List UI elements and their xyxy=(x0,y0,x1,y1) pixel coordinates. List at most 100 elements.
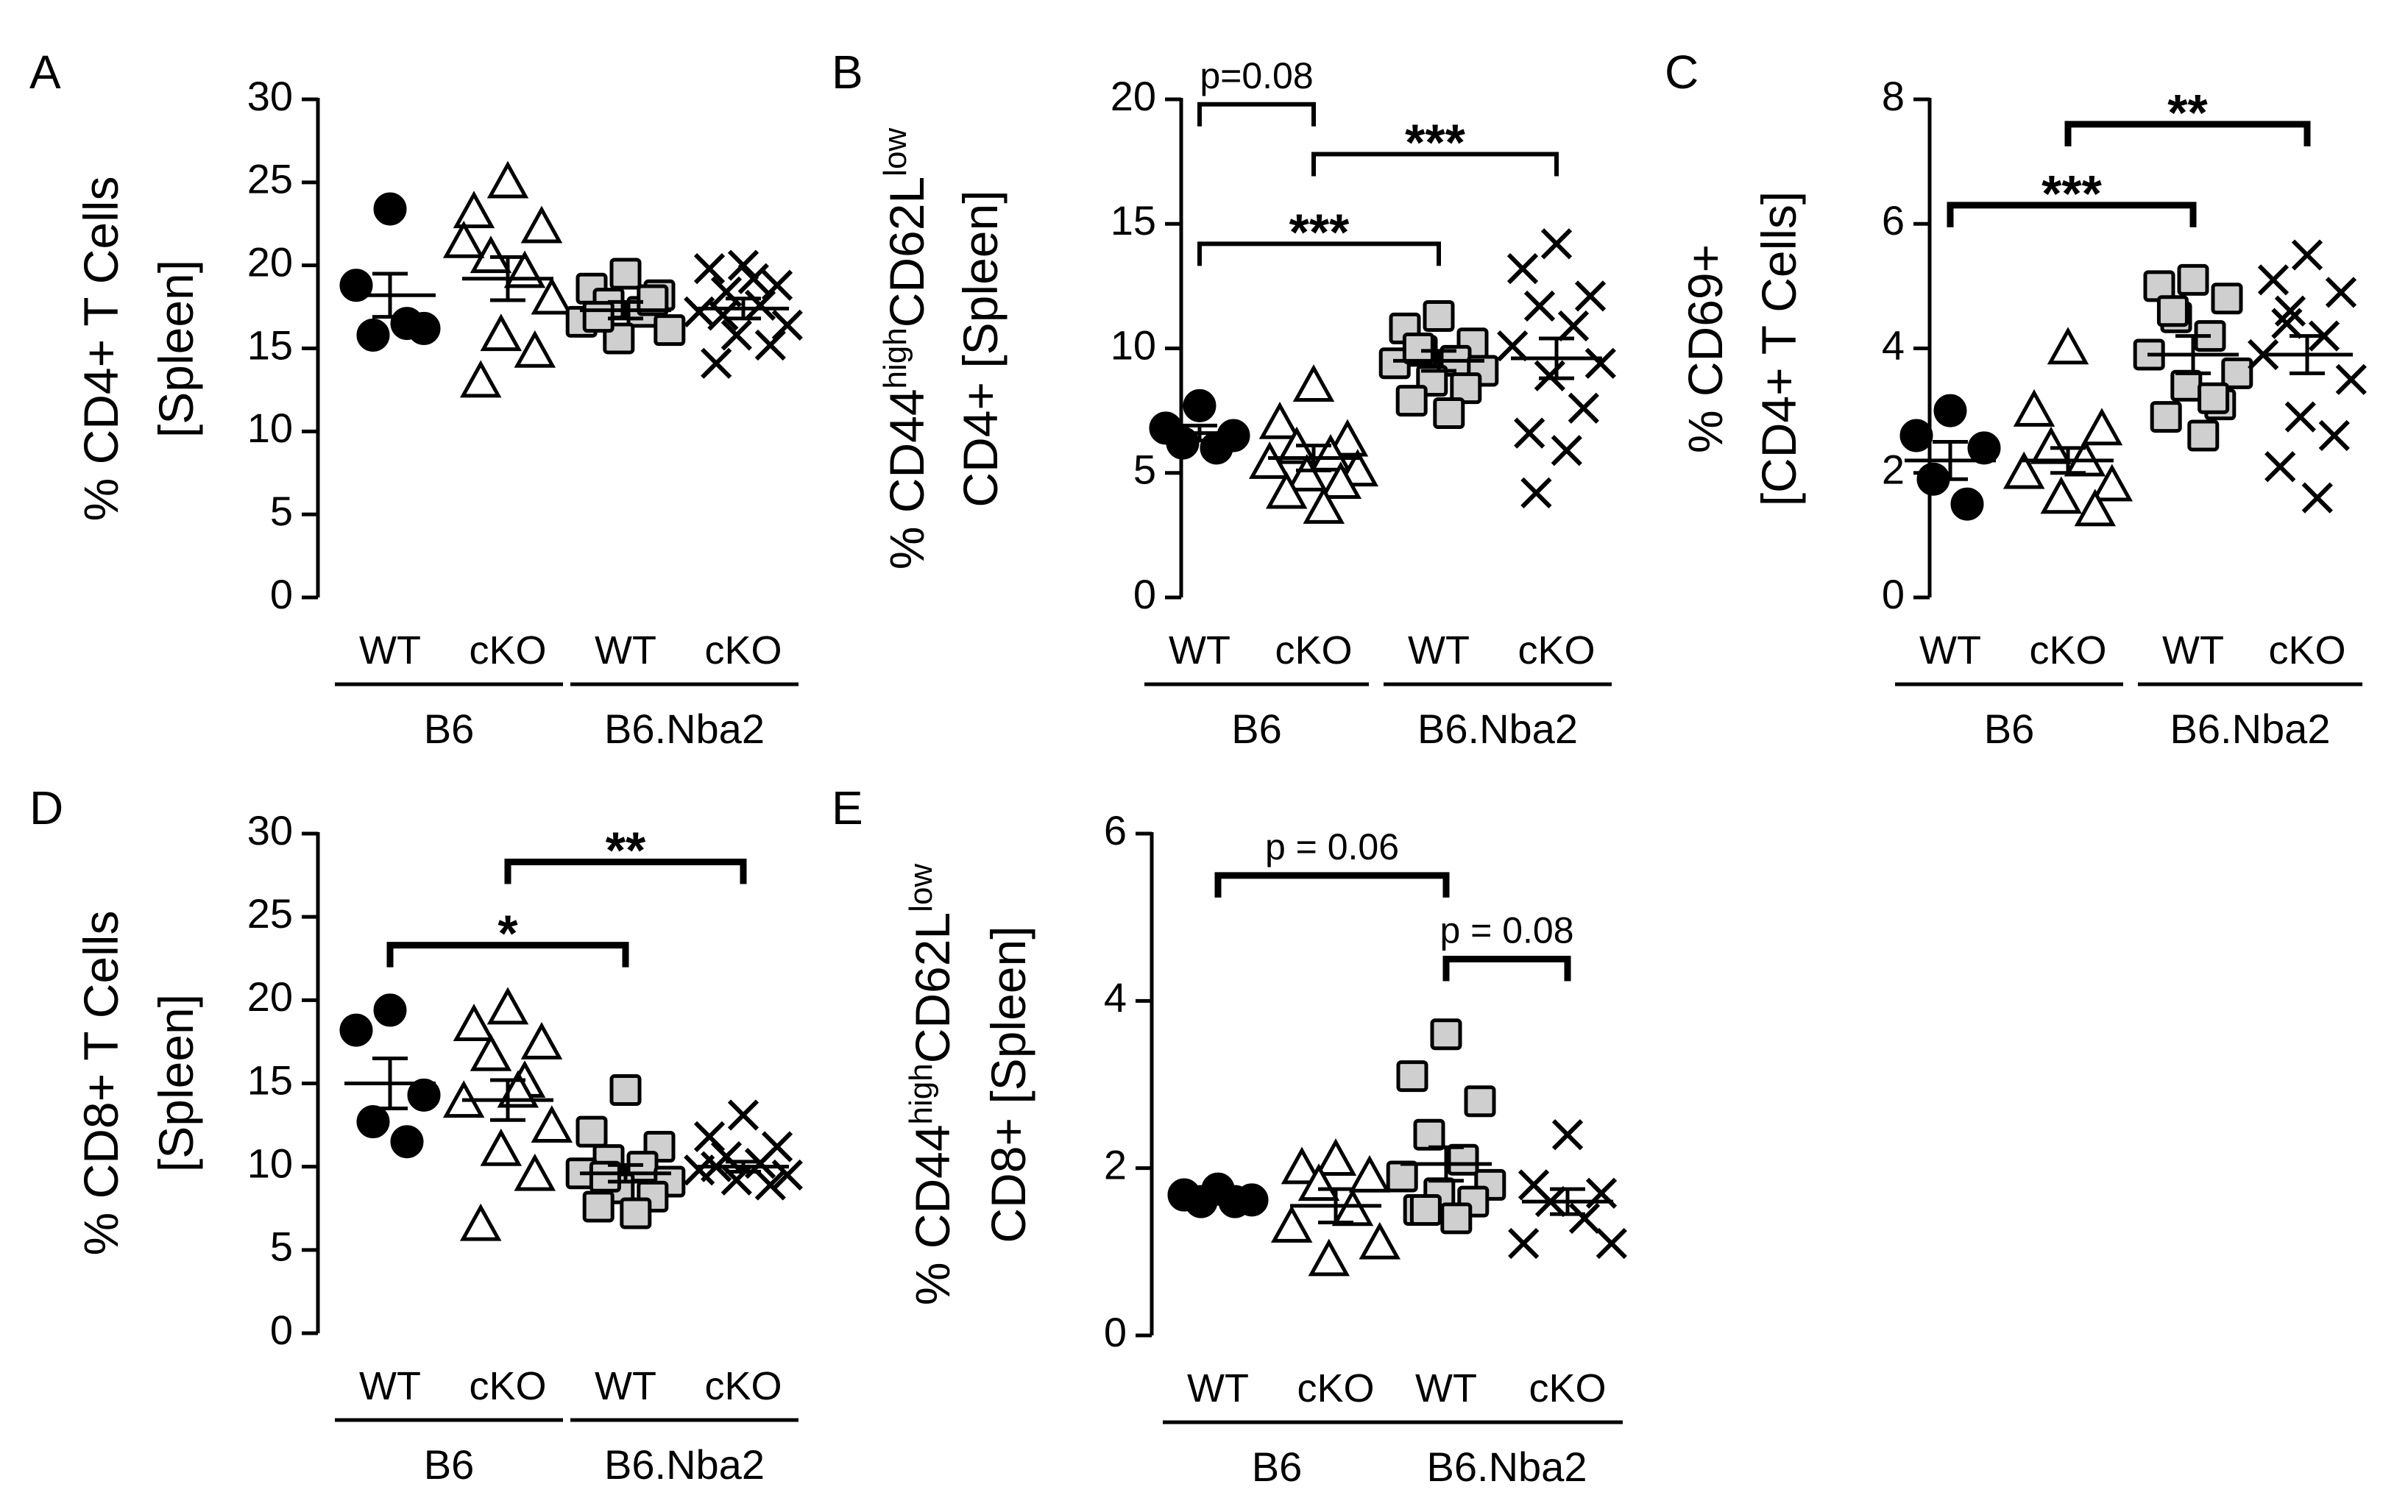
panel-letter: B xyxy=(832,46,863,99)
data-point xyxy=(1540,228,1573,260)
data-point xyxy=(407,1078,441,1112)
data-point xyxy=(2074,489,2117,527)
data-point xyxy=(1183,388,1217,422)
panel-a: A 0 5 10 15 20 25 30 % CD4+ T Cells [Spleen] WT cKO… xyxy=(29,46,803,752)
data-point xyxy=(1430,1018,1462,1051)
series-circle xyxy=(1899,394,2001,521)
data-point xyxy=(339,1013,373,1047)
data-point xyxy=(470,1033,512,1071)
y-tick-label: 20 xyxy=(1111,73,1156,119)
x-category-label: WT xyxy=(359,628,421,672)
data-point xyxy=(1967,431,2001,465)
y-tick-label: 4 xyxy=(1882,322,1905,368)
data-point xyxy=(2040,476,2083,514)
data-point xyxy=(2002,451,2045,489)
x-category-label: cKO xyxy=(469,628,546,672)
x-category-label: WT xyxy=(595,1364,656,1408)
data-point xyxy=(1326,419,1369,457)
y-axis-label: CD8+ [Spleen] xyxy=(981,926,1035,1243)
data-point xyxy=(1551,435,1582,466)
series-x xyxy=(2248,239,2367,514)
significance-bracket xyxy=(1947,202,2197,227)
data-point xyxy=(373,192,407,226)
data-point xyxy=(1200,431,1233,465)
data-point xyxy=(1557,310,1590,342)
data-point xyxy=(1413,1118,1445,1151)
data-point xyxy=(1166,426,1200,460)
x-group-label: B6.Nba2 xyxy=(604,706,765,752)
x-group-label: B6.Nba2 xyxy=(2170,706,2331,752)
data-point xyxy=(744,289,776,321)
data-point xyxy=(2156,295,2189,327)
significance-label: ** xyxy=(2167,84,2208,141)
data-point xyxy=(589,1160,621,1193)
panel-d: D 0 5 10 15 20 25 30 % CD8+ T Cells [Spleen] WT cKO… xyxy=(29,781,803,1488)
data-point xyxy=(486,160,529,199)
data-point xyxy=(2221,357,2253,389)
x-group-label: B6 xyxy=(1984,706,2035,752)
x-category-label: cKO xyxy=(1275,628,1352,672)
series-square xyxy=(1386,1018,1506,1235)
x-group-label: B6 xyxy=(424,1441,475,1488)
y-tick-label: 0 xyxy=(1104,1309,1127,1355)
y-axis-label: % CD4+ T Cells xyxy=(74,177,128,522)
significance-label: *** xyxy=(2042,165,2102,222)
y-tick-label: 8 xyxy=(1882,73,1905,119)
data-point xyxy=(531,277,573,315)
x-category-label: WT xyxy=(1408,628,1470,672)
x-group-label: B6 xyxy=(424,706,475,752)
data-point xyxy=(1568,1202,1601,1234)
data-point xyxy=(1320,461,1362,499)
y-axis-label: % CD8+ T Cells xyxy=(74,911,128,1256)
data-point xyxy=(1292,364,1335,402)
data-point xyxy=(1258,401,1301,439)
significance-bracket xyxy=(1197,102,1316,127)
series-square xyxy=(565,1074,686,1229)
data-point xyxy=(1331,1188,1374,1227)
y-tick-label: 6 xyxy=(1882,197,1905,244)
x-group-label: B6.Nba2 xyxy=(1417,706,1578,752)
data-point xyxy=(2211,283,2243,315)
data-point xyxy=(1265,471,1308,509)
significance-bracket xyxy=(386,942,629,968)
x-category-label: cKO xyxy=(2268,628,2345,672)
data-point xyxy=(1464,1085,1496,1118)
x-category-label: cKO xyxy=(1297,1366,1374,1410)
data-point xyxy=(727,249,759,281)
y-tick-label: 5 xyxy=(1133,447,1156,493)
x-category-label: cKO xyxy=(2029,628,2106,672)
data-point xyxy=(1568,392,1599,424)
x-category-label: WT xyxy=(1919,628,1981,672)
x-category-label: cKO xyxy=(1518,628,1595,672)
data-point xyxy=(1514,417,1545,449)
data-point xyxy=(453,191,495,229)
series-circle xyxy=(1149,388,1250,465)
series-circle xyxy=(339,192,441,352)
panel-letter: A xyxy=(29,46,61,99)
y-tick-label: 2 xyxy=(1882,447,1905,493)
y-tick-label: 15 xyxy=(247,1057,293,1103)
data-point xyxy=(453,1004,495,1041)
panel-b: B 0 5 10 15 20 % CD44highCD62Llow CD4+ [Spleen]… xyxy=(832,46,1616,752)
data-point xyxy=(1450,372,1482,405)
data-point xyxy=(1395,385,1428,417)
series-triangle xyxy=(2002,327,2133,527)
data-point xyxy=(531,1105,573,1143)
data-point xyxy=(2047,327,2089,365)
series-triangle xyxy=(442,987,573,1241)
data-point xyxy=(727,1099,759,1131)
data-point xyxy=(1297,1163,1340,1202)
y-axis-label: % CD44highCD62Llow xyxy=(877,128,935,570)
x-category-label: WT xyxy=(2162,628,2224,672)
data-point xyxy=(1423,299,1455,332)
data-point xyxy=(480,313,523,352)
data-point xyxy=(1409,1194,1442,1226)
data-point xyxy=(442,220,485,258)
data-point xyxy=(2325,277,2357,308)
y-tick-label: 30 xyxy=(247,807,293,853)
panel-letter: C xyxy=(1665,46,1699,99)
data-point xyxy=(2091,464,2133,502)
data-point xyxy=(1348,1154,1391,1193)
data-point xyxy=(654,314,686,347)
